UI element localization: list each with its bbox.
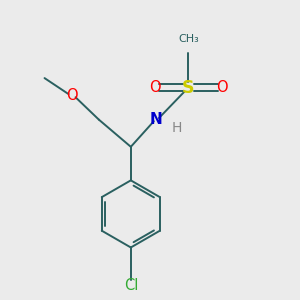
Text: CH₃: CH₃	[178, 34, 199, 44]
Text: H: H	[172, 121, 182, 135]
Text: S: S	[182, 79, 195, 97]
Text: methoxy: methoxy	[0, 299, 1, 300]
Text: methoxy: methoxy	[0, 299, 1, 300]
Text: methoxy: methoxy	[0, 299, 1, 300]
Text: Cl: Cl	[124, 278, 138, 293]
Text: O: O	[149, 80, 160, 95]
Text: methoxy: methoxy	[0, 299, 1, 300]
Text: O: O	[66, 88, 77, 103]
Text: N: N	[150, 112, 163, 127]
Text: methoxy: methoxy	[0, 299, 1, 300]
Text: O: O	[216, 80, 228, 95]
